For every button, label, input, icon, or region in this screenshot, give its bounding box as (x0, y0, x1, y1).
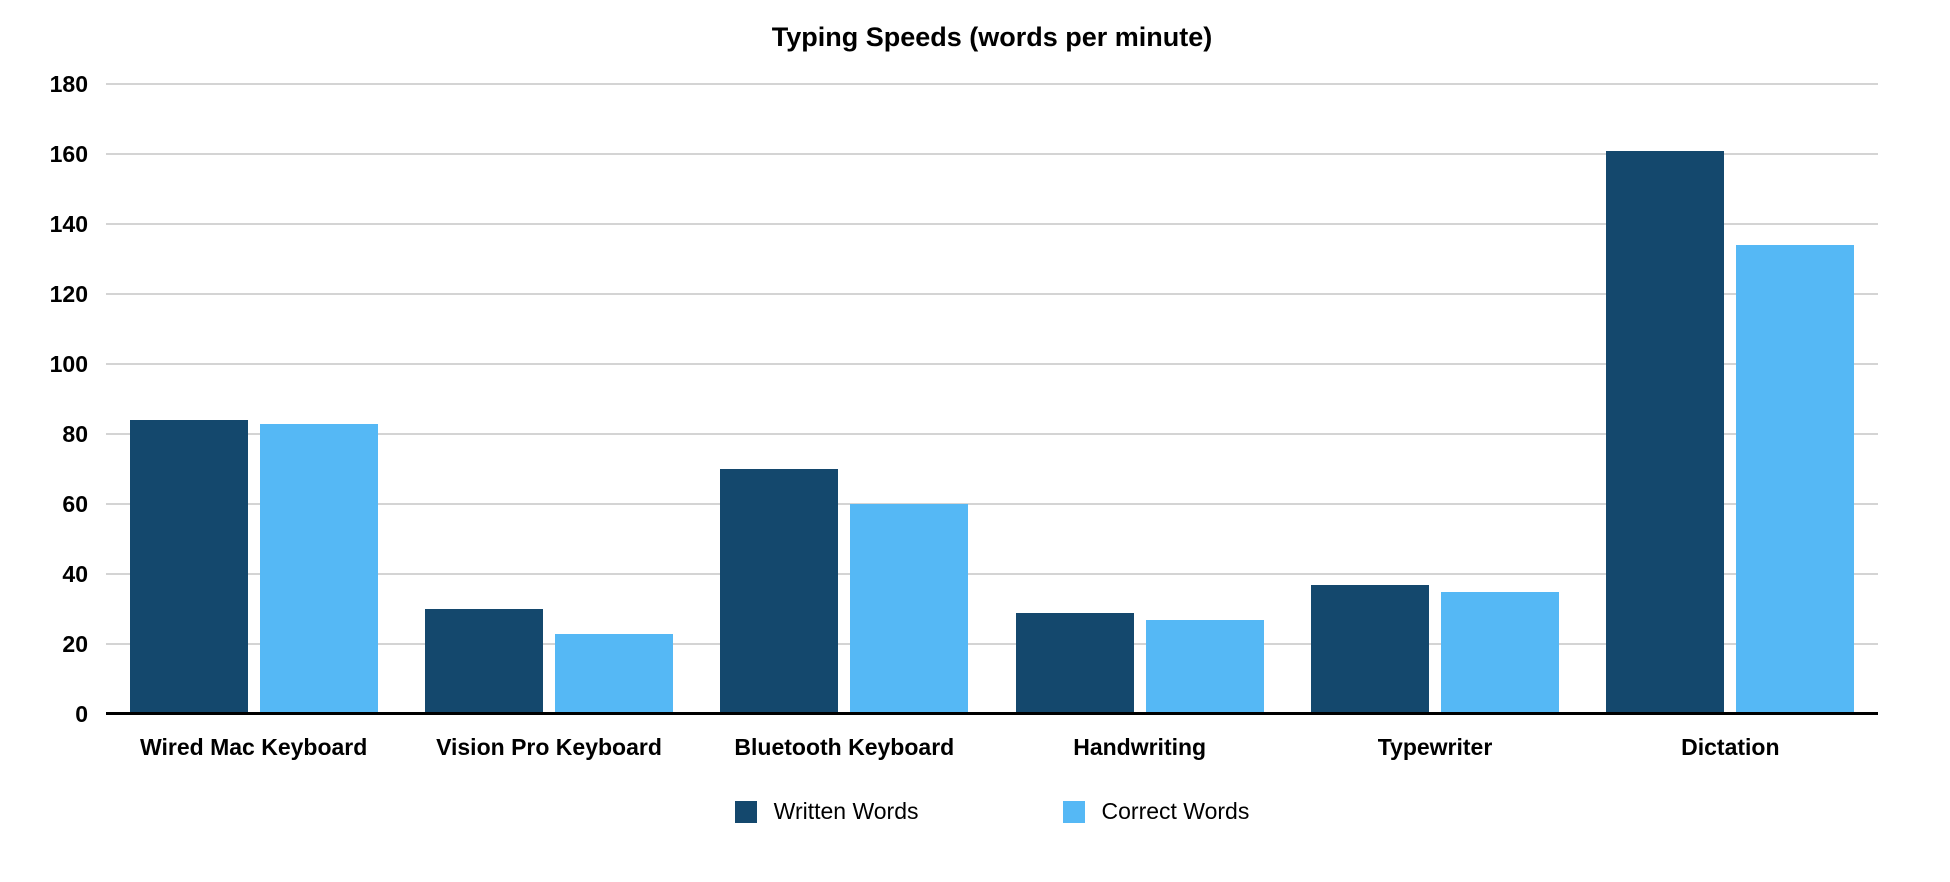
y-axis-tick-label-80: 80 (62, 421, 88, 447)
bar-written-words-4 (1310, 584, 1429, 714)
bar-written-words-0 (129, 420, 248, 714)
bar-correct-words-4 (1440, 591, 1559, 714)
bar-written-words-3 (1015, 612, 1134, 714)
x-axis-baseline (106, 712, 1878, 715)
y-axis-tick-label-140: 140 (49, 211, 88, 237)
y-axis-tick-label-40: 40 (62, 561, 88, 587)
legend-label: Written Words (773, 798, 919, 824)
y-axis-tick-label-100: 100 (49, 351, 88, 377)
plot-area (106, 83, 1878, 715)
y-axis-tick-label-120: 120 (49, 281, 88, 307)
gridline-120 (106, 293, 1878, 295)
x-axis-labels: Wired Mac Keyboard Vision Pro Keyboard Blu… (106, 730, 1878, 764)
legend-swatch-correct-words (1062, 800, 1085, 823)
y-axis-tick-label-0: 0 (75, 701, 88, 727)
gridline-180 (106, 83, 1878, 85)
x-axis-category-label-3: Handwriting (1073, 734, 1207, 760)
y-axis-tick-label-20: 20 (62, 631, 88, 657)
x-axis-category-label-1: Vision Pro Keyboard (436, 734, 662, 760)
bar-correct-words-2 (850, 504, 969, 714)
gridline-160 (106, 153, 1878, 155)
bar-correct-words-0 (259, 423, 378, 714)
chart-title: Typing Speeds (words per minute) (771, 22, 1213, 52)
bar-group-5 (1583, 84, 1878, 714)
legend-swatch-written-words (734, 800, 757, 823)
bar-group-4 (1287, 84, 1582, 714)
bar-group-3 (992, 84, 1287, 714)
bar-written-words-2 (720, 469, 839, 714)
x-axis-category-label-2: Bluetooth Keyboard (734, 734, 955, 760)
gridline-40 (106, 573, 1878, 575)
bar-group-2 (697, 84, 992, 714)
x-axis-category-label-4: Typewriter (1377, 734, 1493, 760)
y-axis-tick-label-60: 60 (62, 491, 88, 517)
legend-item-correct-words: Correct Words (1062, 798, 1250, 825)
bar-group-1 (401, 84, 696, 714)
gridline-60 (106, 503, 1878, 505)
y-axis-tick-label-180: 180 (49, 71, 88, 97)
legend: Written Words Correct Words (106, 798, 1878, 825)
bar-written-words-5 (1606, 150, 1725, 714)
bar-written-words-1 (424, 609, 543, 714)
gridline-80 (106, 433, 1878, 435)
gridline-140 (106, 223, 1878, 225)
y-axis-tick-label-160: 160 (49, 141, 88, 167)
x-axis-category-label-5: Dictation (1681, 734, 1780, 760)
legend-item-written-words: Written Words (734, 798, 919, 825)
bar-correct-words-5 (1736, 245, 1855, 714)
gridline-100 (106, 363, 1878, 365)
x-axis-category-label-0: Wired Mac Keyboard (140, 734, 368, 760)
bar-correct-words-1 (554, 633, 673, 714)
bar-group-0 (106, 84, 401, 714)
gridline-20 (106, 643, 1878, 645)
legend-label: Correct Words (1101, 798, 1250, 824)
bar-correct-words-3 (1145, 619, 1264, 714)
